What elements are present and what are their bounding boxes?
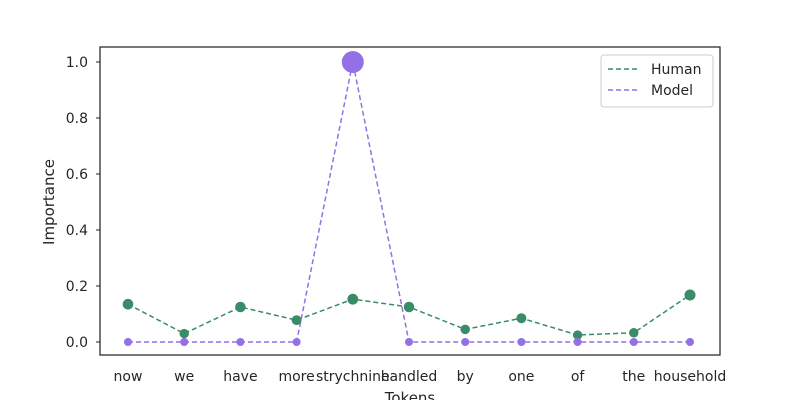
data-point-human (572, 330, 583, 340)
x-tick-label: one (508, 369, 534, 385)
x-tick-label: by (457, 369, 474, 385)
x-tick-label: have (223, 369, 257, 385)
data-point-model (236, 338, 245, 346)
x-tick-label: of (571, 369, 586, 385)
y-tick-label: 0.0 (66, 335, 88, 351)
data-point-human (291, 315, 302, 326)
data-point-model (292, 338, 301, 346)
y-tick-label: 1.0 (66, 55, 88, 71)
data-point-model (405, 338, 413, 346)
plot-marks (122, 51, 696, 346)
data-point-model (461, 338, 470, 346)
plot-frame (99, 46, 721, 356)
data-point-human (629, 328, 639, 338)
x-tick-label: household (654, 369, 726, 385)
data-point-model (517, 338, 526, 346)
y-tick-label: 0.4 (66, 223, 88, 239)
data-point-model (180, 338, 189, 346)
data-point-model (686, 338, 694, 346)
y-tick-label: 0.2 (66, 279, 88, 295)
y-axis-label: Importance (40, 159, 58, 245)
data-point-human (347, 293, 359, 305)
data-point-model (573, 338, 582, 346)
data-point-human (122, 298, 134, 310)
legend-label-human: Human (651, 62, 702, 78)
y-tick-label: 0.8 (66, 111, 88, 127)
data-point-human (235, 301, 246, 313)
data-point-human (460, 324, 470, 335)
x-tick-label: now (114, 369, 143, 385)
x-tick-label: strychnine (316, 369, 390, 385)
series-line-human (127, 294, 691, 336)
legend-label-model: Model (651, 83, 693, 99)
x-tick-label: we (174, 369, 194, 385)
data-point-human (516, 313, 527, 324)
y-tick-label: 0.6 (66, 167, 88, 183)
data-point-human (179, 328, 189, 339)
x-tick-label: handled (381, 369, 438, 385)
data-point-human (403, 301, 415, 313)
legend: Human Model (600, 54, 714, 108)
x-tick-label: more (278, 369, 314, 385)
legend-box (600, 54, 714, 108)
y-axis-ticks: 0.0 0.2 0.4 0.6 0.8 1.0 (66, 55, 100, 351)
data-point-human (684, 289, 696, 301)
data-point-model (629, 338, 638, 346)
data-point-model (341, 51, 364, 73)
x-tick-label: the (622, 369, 645, 385)
data-point-model (124, 338, 132, 346)
x-axis-label: Tokens (384, 389, 436, 400)
